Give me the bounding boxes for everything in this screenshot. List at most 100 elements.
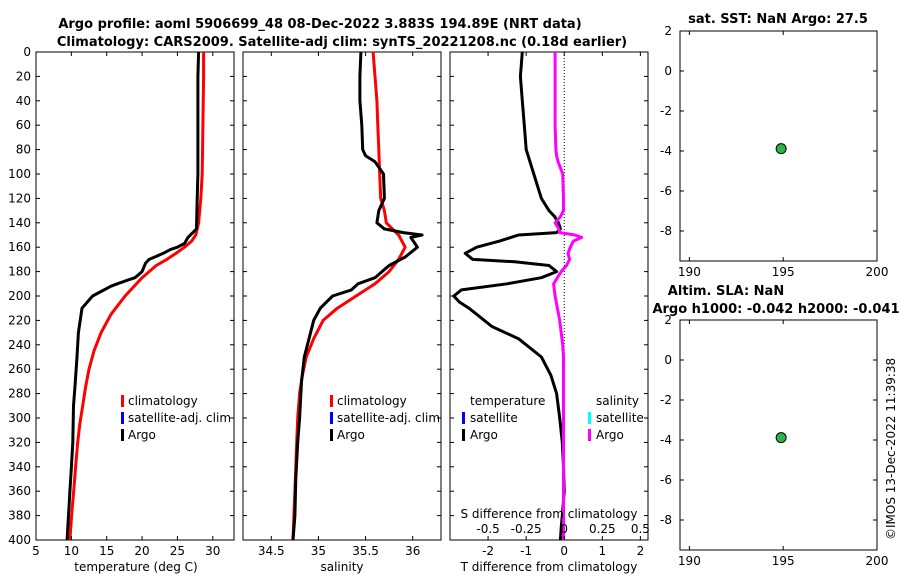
legend-swatch-satellite <box>330 412 333 424</box>
top-tick-label: -0.5 <box>476 522 499 536</box>
y-tick-label: 40 <box>16 94 31 108</box>
y-tick-label: -6 <box>660 473 672 487</box>
x-tick-label: 10 <box>64 544 79 558</box>
y-tick-label: 400 <box>8 533 31 547</box>
y-tick-label: -4 <box>660 433 672 447</box>
series-line-argo <box>65 51 201 541</box>
x-tick-label: 15 <box>99 544 114 558</box>
y-tick-label: 240 <box>8 338 31 352</box>
legend-label-argo-salinity: Argo <box>596 428 624 442</box>
y-tick-label: -8 <box>660 513 672 527</box>
top-tick-label: 0.5 <box>631 522 650 536</box>
y-tick-label: 360 <box>8 484 31 498</box>
sla-map-title-line2: Argo h1000: -0.042 h2000: -0.041 <box>652 302 899 317</box>
legend-label-satellite: satellite-adj. clim <box>337 411 440 425</box>
legend-swatch-satellite <box>462 412 465 424</box>
difference-plot-area <box>449 51 649 541</box>
x-tick-label: 2 <box>637 544 645 558</box>
legend-swatch-climatology <box>121 395 124 407</box>
series-line-t-difference-argo- <box>452 51 566 541</box>
y-tick-label: -6 <box>660 184 672 198</box>
x-tick-label: 30 <box>205 544 220 558</box>
legend-swatch-argo-salinity <box>588 429 591 441</box>
legend-label-satellite: satellite-adj. clim <box>128 411 231 425</box>
legend-swatch-satellite-salinity <box>588 412 591 424</box>
sst-map-panel: sat. SST: NaN Argo: 27.5 190 195 200 2 0 -2 -4… <box>660 12 888 279</box>
difference-xlabel: T difference from climatology <box>460 560 638 574</box>
y-tick-label: 160 <box>8 240 31 254</box>
legend-label-climatology: climatology <box>337 394 407 408</box>
temperature-panel: 5 10 15 20 25 3002040608010012014016018020022… <box>8 45 235 574</box>
salinity-legend: climatology satellite-adj. clim Argo <box>330 394 440 442</box>
sst-map-area <box>679 30 878 262</box>
y-tick-label: 300 <box>8 411 31 425</box>
series-line-s-difference-argo- <box>552 52 584 540</box>
y-tick-label: -4 <box>660 144 672 158</box>
x-tick-label: 20 <box>134 544 149 558</box>
legend-title-salinity: salinity <box>596 394 639 408</box>
temperature-diff-legend: temperature satellite Argo <box>462 394 545 442</box>
salinity-diff-legend: salinity satellite Argo <box>588 394 644 442</box>
y-tick-label: 20 <box>16 69 31 83</box>
sla-map-area <box>679 319 878 551</box>
y-tick-label: 60 <box>16 118 31 132</box>
y-tick-label: 280 <box>8 387 31 401</box>
difference-top-label: S difference from climatology <box>461 507 638 521</box>
x-tick-label: -1 <box>520 544 532 558</box>
sla-map-title-line1: Altim. SLA: NaN <box>668 284 784 299</box>
x-tick-label: 1 <box>598 544 606 558</box>
x-tick-label: 5 <box>32 544 40 558</box>
y-tick-label: 200 <box>8 289 31 303</box>
y-tick-label: -2 <box>660 104 672 118</box>
x-tick-label: 35 <box>311 544 326 558</box>
salinity-xlabel: salinity <box>320 560 363 574</box>
y-tick-label: 2 <box>664 24 672 38</box>
legend-label-argo: Argo <box>470 428 498 442</box>
y-tick-label: 380 <box>8 509 31 523</box>
y-tick-label: 80 <box>16 143 31 157</box>
y-tick-label: 320 <box>8 435 31 449</box>
x-tick-label: 195 <box>772 265 795 279</box>
sst-map-title: sat. SST: NaN Argo: 27.5 <box>688 12 868 27</box>
sla-map-panel: Altim. SLA: NaN Argo h1000: -0.042 h2000… <box>652 284 899 568</box>
legend-title-temperature: temperature <box>470 394 545 408</box>
x-tick-label: 200 <box>866 554 889 568</box>
legend-swatch-climatology <box>330 395 333 407</box>
top-tick-label: -0.25 <box>511 522 542 536</box>
y-tick-label: 0 <box>664 64 672 78</box>
y-tick-label: -2 <box>660 393 672 407</box>
temperature-legend: climatology satellite-adj. clim Argo <box>121 394 231 442</box>
y-tick-label: 260 <box>8 362 31 376</box>
x-tick-label: 25 <box>170 544 185 558</box>
x-tick-label: -2 <box>482 544 494 558</box>
series-line-climatology <box>68 52 206 541</box>
y-tick-label: 140 <box>8 216 31 230</box>
x-tick-label: 35.5 <box>352 544 379 558</box>
y-tick-label: 0 <box>664 353 672 367</box>
figure-title-line1: Argo profile: aoml 5906699_48 08-Dec-202… <box>58 17 581 32</box>
x-tick-label: 0 <box>560 544 568 558</box>
salinity-panel: 34.5 35 35.5 36 salinity climatology satell… <box>242 51 442 574</box>
y-tick-label: 340 <box>8 460 31 474</box>
legend-label-climatology: climatology <box>128 394 198 408</box>
y-tick-label: 220 <box>8 313 31 327</box>
y-tick-label: 180 <box>8 265 31 279</box>
x-tick-label: 195 <box>772 554 795 568</box>
x-tick-label: 200 <box>866 265 889 279</box>
y-tick-label: 120 <box>8 191 31 205</box>
legend-label-argo: Argo <box>337 428 365 442</box>
y-tick-label: -8 <box>660 224 672 238</box>
argo-location-marker <box>775 143 787 155</box>
y-tick-label: 2 <box>664 313 672 327</box>
y-tick-label: 0 <box>23 45 31 59</box>
top-tick-label: 0 <box>560 522 568 536</box>
x-tick-label: 36 <box>405 544 420 558</box>
legend-swatch-argo <box>330 429 333 441</box>
legend-label-satellite: satellite <box>470 411 518 425</box>
x-tick-label: 190 <box>678 554 701 568</box>
series-line-argo <box>291 51 424 541</box>
imos-credit: ©IMOS 13-Dec-2022 11:39:38 <box>884 358 898 540</box>
series-line-climatology <box>291 51 407 541</box>
temperature-xlabel: temperature (deg C) <box>74 560 197 574</box>
salinity-plot-area <box>242 51 442 541</box>
